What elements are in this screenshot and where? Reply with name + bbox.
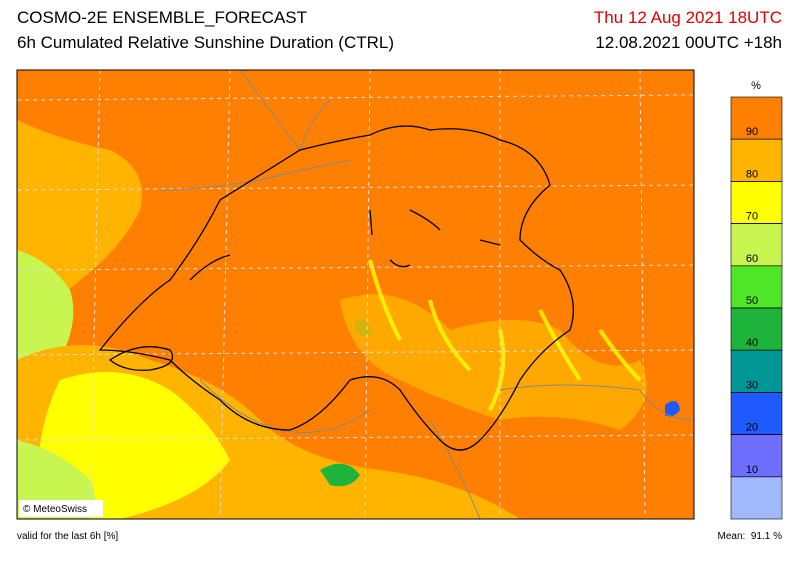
field-area bbox=[17, 440, 95, 519]
legend-tick-label: 80 bbox=[746, 168, 758, 180]
legend-tick-label: 20 bbox=[746, 422, 758, 434]
field-area bbox=[320, 463, 360, 487]
graticule bbox=[17, 70, 694, 519]
legend-tick-label: 30 bbox=[746, 379, 758, 391]
field-area bbox=[665, 401, 680, 417]
legend-swatch bbox=[730, 349, 783, 393]
valid-time: Thu 12 Aug 2021 18UTC bbox=[593, 8, 782, 27]
legend-swatch bbox=[730, 181, 783, 224]
legend-swatch bbox=[730, 265, 783, 309]
legend-tick-label: 70 bbox=[746, 211, 758, 223]
credit-box bbox=[19, 500, 103, 517]
swiss-border bbox=[98, 125, 574, 451]
legend-tick-label: 40 bbox=[746, 337, 758, 349]
credit: © MeteoSwiss bbox=[23, 504, 87, 515]
field-area bbox=[17, 120, 142, 310]
legend-swatch bbox=[730, 476, 783, 520]
run-time: 12.08.2021 00UTC +18h bbox=[595, 33, 782, 52]
field-streak bbox=[368, 259, 642, 411]
legend-swatch bbox=[730, 307, 783, 351]
footer-mean: Mean: 91.1 % bbox=[717, 531, 782, 542]
legend-unit: % bbox=[751, 80, 761, 92]
map: © MeteoSwiss bbox=[17, 70, 694, 519]
field-area bbox=[340, 294, 647, 430]
footer-note: valid for the last 6h [%] bbox=[17, 531, 119, 542]
legend-tick-label: 90 bbox=[746, 126, 758, 138]
title: COSMO-2E ENSEMBLE_FORECAST bbox=[17, 8, 308, 27]
legend-tick-label: 10 bbox=[746, 464, 758, 476]
legend-tick-label: 50 bbox=[746, 295, 758, 307]
legend-swatch bbox=[730, 223, 783, 267]
legend: % 90 80 70 60 50 40 30 20 10 bbox=[730, 80, 783, 520]
map-frame bbox=[16, 69, 695, 520]
legend-tick-label: 60 bbox=[746, 253, 758, 265]
legend-swatch bbox=[730, 392, 783, 435]
subtitle: 6h Cumulated Relative Sunshine Duration … bbox=[17, 33, 395, 52]
